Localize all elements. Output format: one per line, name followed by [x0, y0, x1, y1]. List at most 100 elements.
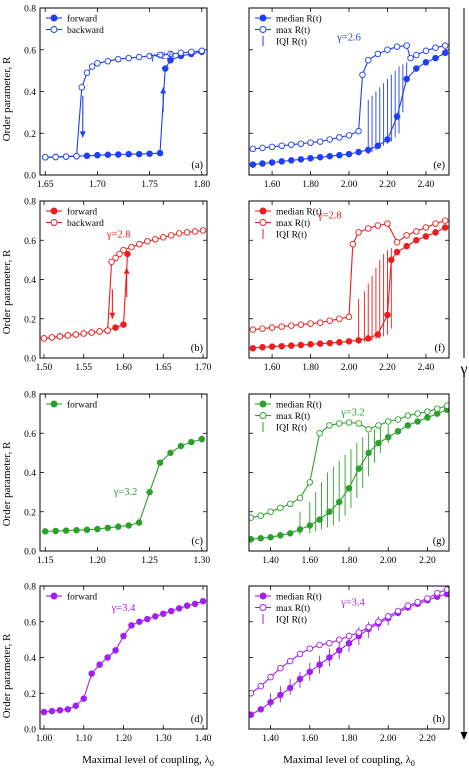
- x-tick-label: 1.60: [264, 180, 281, 190]
- data-point-open: [316, 319, 324, 326]
- legend-open-marker: [50, 219, 58, 226]
- x-tick-label: 1.80: [302, 180, 319, 190]
- data-point-filled: [188, 438, 195, 446]
- x-axis-label-right: Maximal level of coupling, λ0: [283, 754, 415, 768]
- gamma-axis-label: γ: [459, 361, 467, 378]
- data-point-filled: [441, 224, 449, 231]
- data-point-open: [316, 430, 323, 437]
- legend-label: backward: [67, 219, 104, 229]
- data-point-filled: [125, 522, 132, 529]
- data-point-open: [441, 42, 449, 49]
- data-point-filled: [104, 151, 112, 159]
- data-point-open: [316, 138, 324, 145]
- data-point-filled: [345, 338, 353, 345]
- panel-label: (h): [433, 714, 446, 725]
- x-tick-label: 1.40: [195, 734, 212, 744]
- data-point-open: [335, 420, 343, 427]
- data-point-filled: [120, 321, 127, 328]
- x-tick-label: 2.20: [379, 363, 396, 373]
- panel-e-plot-area: [249, 42, 449, 168]
- data-point-open: [297, 140, 305, 147]
- data-point-open: [249, 690, 255, 697]
- data-point-open: [96, 328, 103, 335]
- legend-label: forward: [67, 14, 97, 25]
- data-point-open: [433, 405, 441, 412]
- data-point-filled: [297, 156, 305, 163]
- data-point-filled: [144, 615, 151, 623]
- data-point-filled: [167, 607, 175, 615]
- panel-frame: [248, 393, 450, 552]
- data-point-filled: [384, 311, 391, 319]
- series-line-forward: [43, 600, 204, 713]
- data-point-open: [403, 42, 410, 49]
- transition-arrow-head: [109, 312, 116, 319]
- y-tick-label: 0.0: [24, 726, 36, 736]
- x-tick-label: 1.20: [89, 556, 106, 566]
- data-point-open: [359, 71, 366, 79]
- data-point-open: [198, 47, 206, 55]
- data-point-open: [40, 335, 48, 342]
- panel-label: (d): [191, 714, 204, 725]
- data-point-open: [364, 225, 372, 232]
- data-point-filled: [125, 150, 132, 158]
- data-point-filled: [191, 600, 199, 608]
- data-point-filled: [345, 150, 353, 158]
- data-point-open: [278, 142, 285, 150]
- x-tick-label: 1.60: [301, 734, 318, 744]
- y-tick-label: 0.4: [24, 276, 36, 286]
- data-point-filled: [316, 154, 324, 161]
- data-point-open: [116, 250, 123, 258]
- data-point-open: [288, 322, 295, 329]
- x-tick-label: 2.20: [419, 734, 436, 744]
- x-tick-label: 1.50: [36, 363, 53, 373]
- data-point-open: [349, 240, 357, 248]
- data-point-filled: [146, 488, 153, 496]
- data-point-open: [326, 317, 334, 324]
- data-point-open: [288, 141, 295, 148]
- y-axis-label-row-1: Order parameter, R: [1, 56, 13, 141]
- data-point-open: [160, 234, 167, 241]
- data-point-open: [336, 315, 343, 323]
- panel-h: 1.40 1.60 1.80 2.00 2.20 median R(t)max R(t)I…: [248, 585, 450, 744]
- panel-b-plot-area: [40, 227, 207, 342]
- data-point-filled: [94, 151, 101, 159]
- legend-filled-marker: [259, 592, 267, 600]
- transition-arrow-head: [79, 131, 86, 138]
- data-point-open: [120, 246, 127, 254]
- panel-a: 1.65 1.70 1.75 1.80 0.0 0.2 0.4 0.6 0.8 forwardba…: [24, 5, 210, 191]
- data-point-filled: [268, 159, 276, 166]
- data-point-open: [393, 238, 401, 246]
- data-point-filled: [326, 654, 333, 661]
- data-point-filled: [267, 534, 274, 541]
- legend-label: max R(t): [276, 25, 310, 36]
- data-point-open: [384, 220, 391, 227]
- data-point-open: [316, 641, 323, 649]
- data-point-filled: [296, 675, 304, 683]
- legend-label: median R(t): [276, 400, 322, 411]
- data-point-open: [394, 416, 402, 423]
- data-point-filled: [307, 341, 314, 348]
- legend-open-marker: [259, 412, 267, 419]
- x-axis-label-right-subscript: 0: [411, 759, 415, 768]
- legend-open-marker: [259, 219, 267, 226]
- data-point-filled: [326, 339, 334, 347]
- series-line-forward: [45, 438, 202, 532]
- legend-label: median R(t): [276, 14, 322, 25]
- x-tick-label: 2.40: [418, 363, 435, 373]
- legend-label: median R(t): [276, 207, 322, 218]
- gamma-annotation: γ=3.4: [111, 603, 136, 614]
- data-point-open: [144, 237, 151, 245]
- legend-label: IQI R(t): [276, 230, 307, 241]
- data-point-open: [277, 504, 284, 512]
- data-point-open: [394, 607, 402, 615]
- data-point-open: [78, 84, 85, 91]
- data-point-open: [64, 332, 72, 339]
- data-point-open: [307, 320, 314, 327]
- data-point-open: [268, 324, 276, 331]
- legend-filled-marker: [259, 400, 267, 408]
- data-point-filled: [278, 342, 285, 350]
- transition-arrow-head: [160, 87, 167, 94]
- series-line-forward: [45, 51, 202, 158]
- x-tick-label: 2.20: [379, 180, 396, 190]
